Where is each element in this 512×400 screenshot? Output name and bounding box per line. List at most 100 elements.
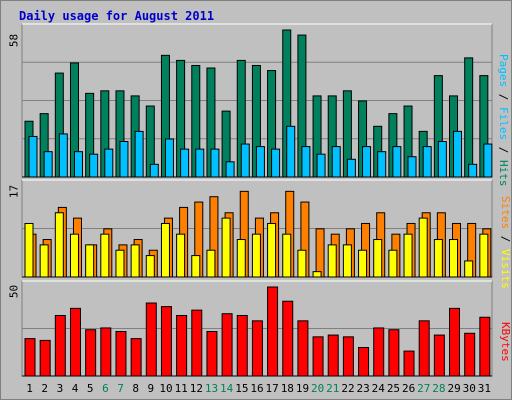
files-bar bbox=[164, 138, 174, 178]
visits-bar bbox=[176, 233, 186, 278]
files-bar bbox=[407, 156, 417, 178]
kbytes-bar bbox=[251, 320, 263, 377]
day-label: 10 bbox=[159, 382, 172, 395]
day-label: 27 bbox=[417, 382, 430, 395]
files-bar bbox=[225, 161, 235, 178]
visits-bar bbox=[160, 222, 170, 278]
files-bar bbox=[255, 146, 265, 178]
files-bar bbox=[28, 135, 38, 178]
kbytes-bar bbox=[267, 286, 279, 377]
day-label: 14 bbox=[220, 382, 234, 395]
files-bar bbox=[331, 146, 341, 178]
kbytes-bar bbox=[176, 314, 188, 377]
visits-bar bbox=[236, 239, 246, 278]
kbytes-bar bbox=[160, 306, 172, 377]
visits-bar bbox=[267, 222, 277, 278]
day-label: 4 bbox=[72, 382, 79, 395]
files-bar bbox=[483, 143, 493, 178]
visits-bar bbox=[312, 271, 322, 278]
visits-bar bbox=[418, 217, 428, 278]
files-bar bbox=[149, 163, 159, 178]
files-bar bbox=[134, 130, 144, 178]
day-label: 9 bbox=[148, 382, 155, 395]
visits-bar bbox=[403, 233, 413, 278]
day-label: 19 bbox=[296, 382, 309, 395]
day-label: 3 bbox=[57, 382, 64, 395]
kbytes-bar bbox=[479, 316, 491, 377]
kbytes-bar bbox=[342, 336, 354, 377]
files-bar bbox=[437, 141, 447, 178]
files-bar bbox=[392, 146, 402, 178]
visits-bar bbox=[282, 233, 292, 278]
files-bar bbox=[58, 133, 68, 178]
day-label: 28 bbox=[432, 382, 445, 395]
kbytes-bar bbox=[100, 327, 112, 377]
visits-bar bbox=[206, 249, 216, 278]
visits-bar bbox=[358, 249, 368, 278]
day-label: 20 bbox=[311, 382, 324, 395]
hits-bar bbox=[464, 57, 474, 178]
files-bar bbox=[468, 163, 478, 178]
kbytes-bar bbox=[191, 309, 203, 377]
files-bar bbox=[104, 148, 114, 178]
visits-bar bbox=[221, 217, 231, 278]
files-bar bbox=[73, 151, 83, 178]
day-label: 17 bbox=[266, 382, 279, 395]
files-bar bbox=[286, 125, 296, 178]
files-bar bbox=[422, 146, 432, 178]
kbytes-bar bbox=[403, 350, 415, 377]
kbytes-bar bbox=[69, 307, 81, 377]
visits-bar bbox=[24, 222, 34, 278]
day-label: 30 bbox=[463, 382, 476, 395]
day-label: 11 bbox=[175, 382, 188, 395]
day-label: 25 bbox=[387, 382, 400, 395]
day-label: 5 bbox=[87, 382, 94, 395]
kbytes-bar bbox=[282, 300, 294, 377]
visits-bar bbox=[145, 255, 155, 278]
files-bar bbox=[89, 153, 99, 178]
sites-bar bbox=[315, 228, 325, 278]
files-bar bbox=[377, 151, 387, 178]
day-label: 23 bbox=[357, 382, 370, 395]
visits-bar bbox=[327, 244, 337, 278]
kbytes-bar bbox=[297, 320, 309, 377]
kbytes-bar bbox=[130, 338, 142, 377]
files-bar bbox=[180, 148, 190, 178]
kbytes-bar bbox=[373, 327, 385, 377]
files-bar bbox=[210, 148, 220, 178]
day-label: 31 bbox=[478, 382, 491, 395]
day-label: 21 bbox=[326, 382, 339, 395]
kbytes-bar bbox=[327, 334, 339, 377]
kbytes-bar bbox=[115, 331, 127, 377]
day-label: 13 bbox=[205, 382, 218, 395]
files-bar bbox=[43, 151, 53, 178]
kbytes-bar bbox=[236, 314, 248, 377]
chart-title: Daily usage for August 2011 bbox=[19, 9, 215, 23]
kbytes-bar bbox=[358, 347, 370, 377]
day-label: 1 bbox=[26, 382, 33, 395]
visits-bar bbox=[479, 233, 489, 278]
visits-bar bbox=[464, 260, 474, 278]
kbytes-bar bbox=[449, 307, 461, 377]
visits-bar bbox=[373, 239, 383, 278]
files-bar bbox=[240, 143, 250, 178]
kbytes-bar bbox=[85, 329, 97, 377]
visits-bar bbox=[297, 249, 307, 278]
visits-bar bbox=[130, 244, 140, 278]
kbytes-bar bbox=[464, 332, 476, 377]
visits-bar bbox=[342, 244, 352, 278]
visits-bar bbox=[100, 233, 110, 278]
files-bar bbox=[119, 141, 129, 178]
files-bar bbox=[301, 146, 311, 178]
day-label: 26 bbox=[402, 382, 415, 395]
day-label: 6 bbox=[102, 382, 109, 395]
kbytes-bar bbox=[312, 336, 324, 377]
visits-bar bbox=[39, 244, 49, 278]
day-label: 29 bbox=[447, 382, 460, 395]
visits-bar bbox=[388, 249, 398, 278]
visits-bar bbox=[69, 233, 79, 278]
files-bar bbox=[362, 146, 372, 178]
visits-bar bbox=[191, 255, 201, 278]
kbytes-bar bbox=[388, 329, 400, 377]
